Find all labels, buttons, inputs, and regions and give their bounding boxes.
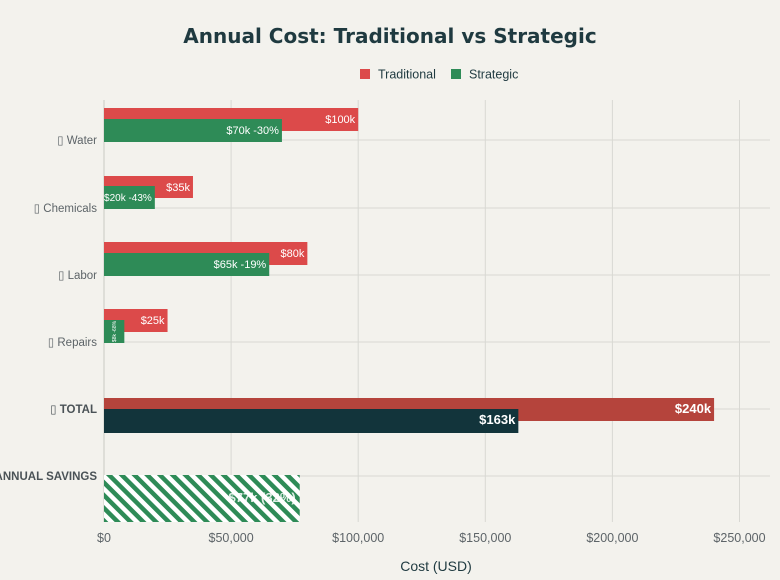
legend-traditional-label: Traditional (378, 68, 436, 82)
bar-strategic (104, 320, 125, 343)
bar-strategic (104, 253, 270, 276)
category-label: ▯ Repairs (48, 337, 97, 349)
x-tick-label: $50,000 (209, 531, 254, 545)
bar-label-strategic: $65k -19% (214, 259, 267, 271)
bar-savings (104, 475, 300, 522)
bar-label-traditional: $240k (675, 401, 712, 416)
bar-label-strategic: $8k -68% (112, 320, 118, 342)
bar-strategic (104, 409, 519, 433)
bar-label-savings: $77k (32%) (229, 490, 296, 505)
bar-labels: $100k $70k -30% $35k $20k -43% $80k $65k -19%… (104, 114, 712, 505)
category-label: ANNUAL SAVINGS (0, 471, 97, 483)
bar-label-traditional: $80k (280, 248, 304, 260)
bar-label-traditional: $100k (325, 114, 355, 126)
x-tick-label: $100,000 (332, 531, 384, 545)
category-labels: ▯ Water ▯ Chemicals ▯ Labor ▯ Repairs ▯ TOTA… (0, 135, 97, 483)
legend: Traditional Strategic (360, 68, 518, 82)
category-label: ▯ TOTAL (50, 404, 97, 416)
x-tick-label: $150,000 (459, 531, 511, 545)
bar-label-strategic: $70k -30% (226, 125, 279, 137)
category-label: ▯ Labor (58, 270, 97, 282)
legend-strategic-swatch (451, 69, 461, 79)
chart-title: Annual Cost: Traditional vs Strategic (183, 24, 596, 48)
grid (103, 100, 770, 522)
legend-traditional-swatch (360, 69, 370, 79)
bar-strategic (104, 119, 282, 142)
category-label: ▯ Water (57, 135, 97, 147)
bars (104, 108, 715, 522)
x-tick-label: $0 (97, 531, 111, 545)
bar-label-traditional: $25k (141, 315, 165, 327)
bar-label-traditional: $35k (166, 182, 190, 194)
legend-strategic-label: Strategic (469, 68, 518, 82)
bar-label-strategic: $20k -43% (104, 193, 152, 204)
x-axis-ticks: $0 $50,000 $100,000 $150,000 $200,000 $250,00… (97, 531, 766, 545)
x-axis-title: Cost (USD) (400, 558, 472, 574)
bar-label-strategic: $163k (479, 412, 516, 427)
bar-strategic (104, 186, 155, 209)
x-tick-label: $200,000 (586, 531, 638, 545)
x-tick-label: $250,000 (713, 531, 765, 545)
category-label: ▯ Chemicals (34, 203, 97, 215)
